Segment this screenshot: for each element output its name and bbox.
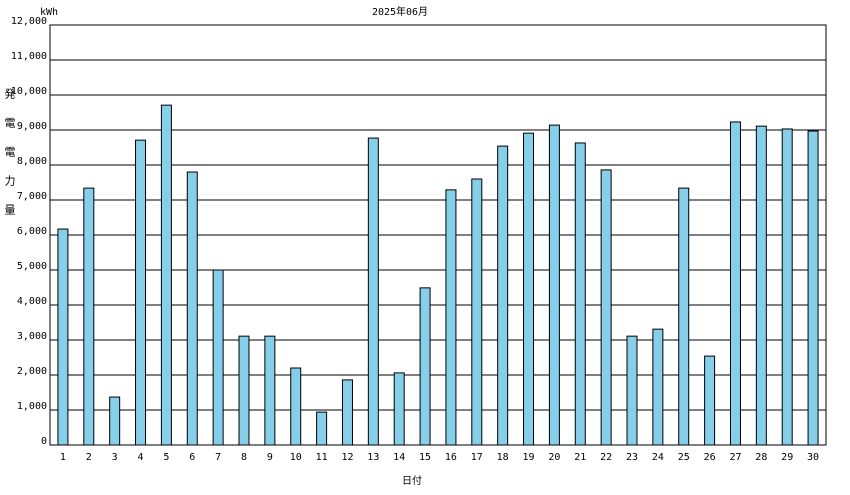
bar	[316, 411, 328, 446]
bar	[678, 187, 690, 446]
x-tick-label: 4	[138, 452, 144, 463]
unit-label: kWh	[40, 7, 58, 18]
bar	[212, 269, 224, 446]
bar	[238, 335, 250, 446]
y-tick-label: 4,000	[17, 296, 47, 307]
bar	[367, 137, 379, 446]
y-tick-label: 10,000	[11, 86, 47, 97]
bar	[419, 287, 431, 446]
y-tick-label: 2,000	[17, 366, 47, 377]
bar	[264, 335, 276, 446]
bar	[600, 169, 612, 446]
x-tick-label: 20	[548, 452, 560, 463]
x-tick-label: 5	[163, 452, 169, 463]
y-tick-label: 6,000	[17, 226, 47, 237]
bar	[393, 372, 405, 446]
y-tick-label: 3,000	[17, 331, 47, 342]
bar	[341, 379, 353, 446]
x-tick-label: 28	[755, 452, 767, 463]
x-tick-label: 25	[678, 452, 690, 463]
y-tick-label: 12,000	[11, 16, 47, 27]
x-tick-label: 6	[189, 452, 195, 463]
bar	[548, 124, 560, 446]
x-tick-label: 10	[290, 452, 302, 463]
x-tick-label: 18	[497, 452, 509, 463]
y-tick-label: 1,000	[17, 401, 47, 412]
chart-title: 2025年06月	[372, 5, 428, 18]
x-tick-label: 9	[267, 452, 273, 463]
y-tick-label: 7,000	[17, 191, 47, 202]
bar	[704, 355, 716, 446]
x-tick-label: 21	[574, 452, 586, 463]
x-tick-label: 29	[781, 452, 793, 463]
x-tick-label: 11	[316, 452, 328, 463]
y-tick-label: 8,000	[17, 156, 47, 167]
bar	[83, 187, 95, 446]
x-tick-label: 8	[241, 452, 247, 463]
x-tick-label: 7	[215, 452, 221, 463]
bar	[755, 125, 767, 446]
bar	[109, 396, 121, 446]
y-tick-label: 0	[41, 436, 47, 447]
y-axis-label: 発電電力量	[3, 88, 16, 233]
x-tick-label: 27	[729, 452, 741, 463]
bar	[497, 145, 509, 446]
bar	[523, 132, 535, 446]
x-tick-label: 13	[367, 452, 379, 463]
x-tick-label: 24	[652, 452, 664, 463]
x-tick-label: 12	[341, 452, 353, 463]
bar	[652, 328, 664, 446]
x-tick-label: 19	[523, 452, 535, 463]
bar	[729, 121, 741, 446]
x-tick-label: 15	[419, 452, 431, 463]
x-tick-label: 23	[626, 452, 638, 463]
bar	[471, 178, 483, 446]
bar	[781, 128, 793, 446]
bar	[186, 171, 198, 446]
x-tick-label: 16	[445, 452, 457, 463]
y-tick-label: 11,000	[11, 51, 47, 62]
x-tick-label: 26	[704, 452, 716, 463]
bar	[807, 130, 819, 446]
bar	[57, 228, 69, 446]
x-tick-label: 22	[600, 452, 612, 463]
x-tick-label: 2	[86, 452, 92, 463]
bar	[135, 139, 147, 446]
x-tick-label: 3	[112, 452, 118, 463]
bar	[445, 189, 457, 446]
x-axis-label: 日付	[402, 474, 422, 487]
x-tick-label: 30	[807, 452, 819, 463]
bar	[574, 142, 586, 446]
y-tick-label: 9,000	[17, 121, 47, 132]
bar	[160, 104, 172, 446]
x-tick-label: 17	[471, 452, 483, 463]
x-tick-label: 14	[393, 452, 405, 463]
y-tick-label: 5,000	[17, 261, 47, 272]
x-tick-label: 1	[60, 452, 66, 463]
bar	[626, 335, 638, 446]
bar	[290, 367, 302, 446]
